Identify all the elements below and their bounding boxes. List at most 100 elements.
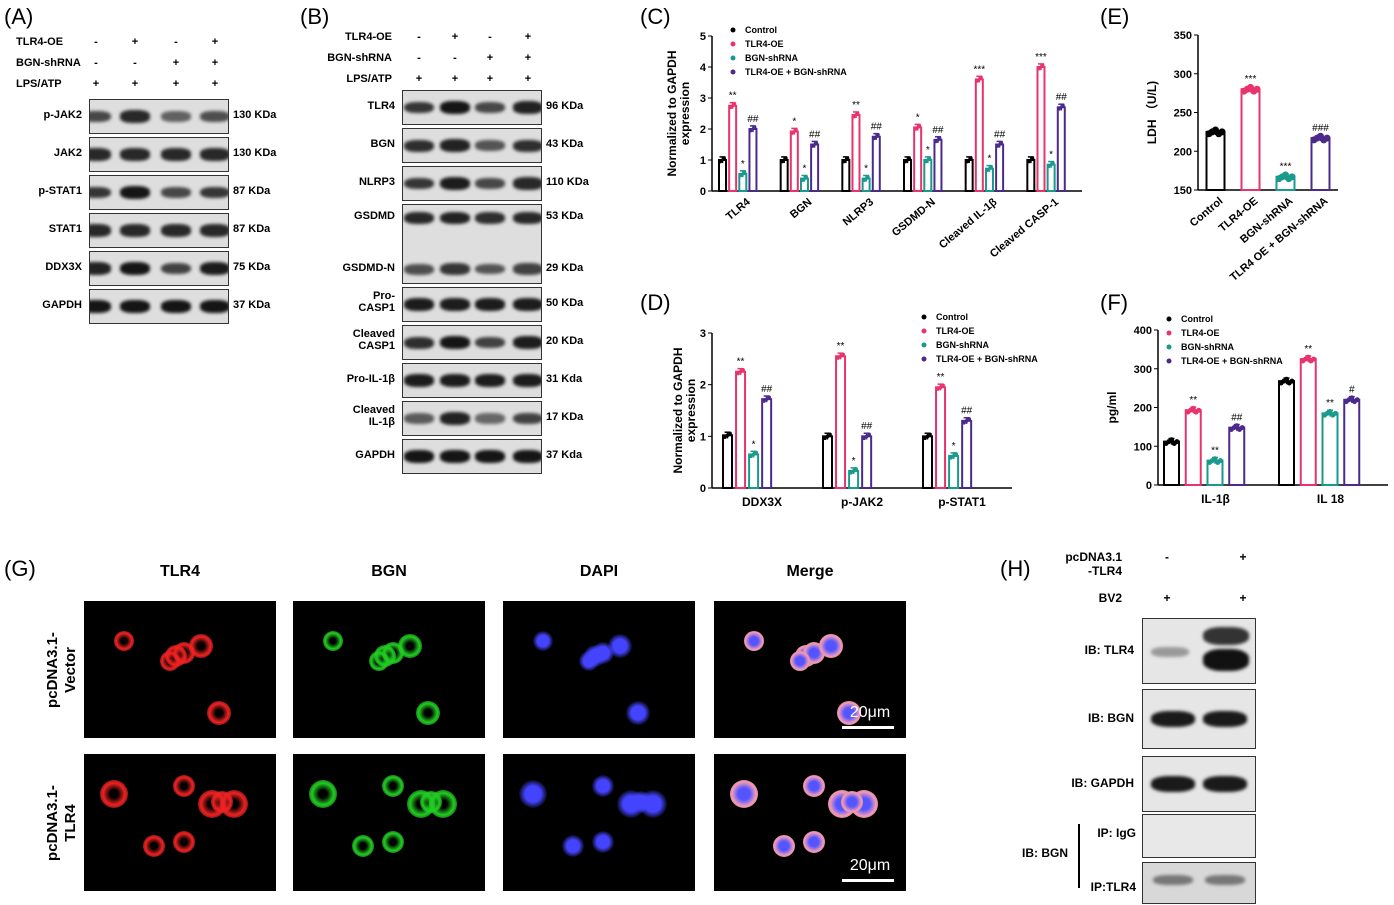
cell	[382, 775, 404, 797]
data-point	[1253, 85, 1261, 93]
y-tick-label: 2	[700, 124, 706, 136]
cell	[773, 835, 795, 857]
bar	[1228, 426, 1246, 486]
scale-bar: 20μm	[849, 704, 891, 721]
data-point	[969, 156, 973, 160]
bar	[822, 435, 833, 489]
condition-sign: +	[211, 78, 219, 90]
blot-row-label: IB: BGN	[1022, 846, 1068, 860]
data-point	[1239, 425, 1245, 431]
data-point	[926, 158, 930, 162]
cell	[608, 634, 632, 658]
data-point	[1049, 163, 1053, 167]
micrograph	[293, 754, 485, 891]
condition-sign: +	[451, 73, 459, 85]
bar	[779, 159, 789, 192]
data-point	[989, 165, 993, 169]
bar	[748, 128, 758, 192]
data-point	[923, 436, 927, 440]
blot-band	[90, 300, 111, 313]
blot-row-label: IB: BGN	[1088, 711, 1134, 725]
significance-mark: *	[741, 159, 745, 170]
data-point	[925, 434, 930, 439]
legend-marker	[730, 27, 736, 33]
data-point	[849, 471, 853, 475]
cell	[382, 831, 404, 853]
legend-marker	[921, 342, 927, 348]
significance-mark: *	[952, 441, 956, 452]
blot-band	[440, 263, 470, 275]
blot-band	[404, 298, 434, 311]
data-point	[749, 454, 753, 459]
y-tick-label: 300	[1134, 364, 1152, 376]
significance-mark: ##	[1056, 92, 1068, 103]
significance-mark: ##	[747, 114, 759, 125]
significance-mark: *	[852, 456, 856, 467]
blot-band	[1153, 875, 1193, 885]
data-point	[844, 158, 848, 162]
blot-strip	[89, 175, 229, 210]
condition-label: TLR4-OE	[344, 31, 392, 43]
bar	[835, 355, 847, 489]
blot-strip	[89, 99, 229, 134]
data-point	[749, 129, 753, 133]
data-point	[965, 160, 969, 164]
blot-band	[440, 101, 470, 114]
condition-sign: -	[1165, 550, 1169, 564]
significance-mark: **	[937, 372, 945, 383]
blot-band	[440, 298, 470, 311]
bar	[1310, 137, 1331, 191]
blot-strip	[402, 90, 542, 125]
x-tick-label: p-STAT1	[938, 495, 986, 509]
blot-band	[513, 298, 541, 311]
panel-label-h: (H)	[1000, 556, 1031, 581]
data-point	[1288, 173, 1296, 181]
y-tick-label: 200	[1134, 403, 1152, 415]
bar	[961, 419, 973, 489]
data-point	[725, 433, 730, 438]
blot-row-label: GSDMD	[354, 210, 395, 222]
blot-band	[440, 374, 470, 387]
data-point	[741, 368, 745, 372]
significance-mark: **	[1326, 398, 1334, 409]
blot-band	[161, 224, 191, 237]
cell	[630, 791, 652, 813]
blot-strip	[1142, 814, 1256, 858]
x-tick-label: DDX3X	[742, 495, 782, 509]
legend-label: TLR4-OE	[745, 39, 784, 49]
data-point	[934, 140, 938, 144]
data-point	[866, 175, 870, 179]
data-point	[1289, 378, 1295, 384]
significance-mark: **	[852, 100, 860, 111]
data-point	[1027, 160, 1031, 164]
significance-mark: ***	[973, 64, 985, 75]
data-point	[1169, 437, 1174, 443]
cell	[837, 701, 861, 725]
blot-row-label: p-JAK2	[43, 108, 82, 121]
blot-band	[404, 101, 434, 114]
data-point	[904, 160, 907, 164]
bar	[964, 159, 974, 192]
blot-band	[120, 110, 150, 123]
molecular-weight-label: 130 KDa	[233, 108, 277, 121]
data-point	[1174, 439, 1180, 445]
bar	[1278, 380, 1295, 486]
condition-sign: +	[1163, 591, 1171, 605]
data-point	[1190, 405, 1196, 411]
data-point	[731, 104, 735, 108]
condition-sign: +	[451, 31, 459, 43]
molecular-weight-label: 130 KDa	[233, 146, 277, 159]
bar	[810, 143, 820, 192]
data-point	[924, 160, 928, 164]
blot-band	[513, 374, 541, 387]
significance-mark: ##	[961, 406, 973, 417]
data-point	[736, 371, 740, 376]
cell	[211, 791, 233, 813]
blot-strip	[1142, 862, 1256, 904]
data-point	[906, 158, 909, 162]
cell	[173, 831, 195, 853]
data-point	[854, 467, 858, 471]
blot-band	[404, 211, 434, 225]
bar	[1046, 163, 1056, 192]
blot-band	[1205, 875, 1245, 885]
